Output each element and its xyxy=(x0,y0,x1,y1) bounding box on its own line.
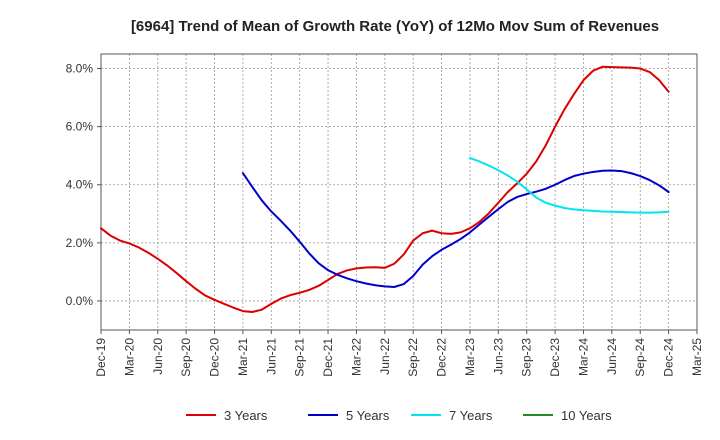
x-tick-label: Sep-24 xyxy=(633,338,647,377)
series-line-5-years xyxy=(241,169,670,288)
series-layer xyxy=(100,65,670,313)
x-tick-label: Mar-20 xyxy=(122,338,136,376)
plot-frame xyxy=(100,53,698,331)
legend-label-3-years: 3 Years xyxy=(224,408,268,423)
y-tick-label: 0.0% xyxy=(66,294,94,308)
x-tick-label: Dec-19 xyxy=(94,338,108,377)
chart-title: [6964] Trend of Mean of Growth Rate (YoY… xyxy=(131,18,659,35)
x-tick-label: Jun-22 xyxy=(378,338,392,375)
x-tick-label: Mar-24 xyxy=(576,338,590,376)
x-tick-label: Mar-22 xyxy=(349,338,363,376)
x-tick-label: Sep-22 xyxy=(406,338,420,377)
grid-layer xyxy=(100,54,698,330)
series-line-3-years xyxy=(100,65,670,313)
x-tick-label: Jun-20 xyxy=(151,338,165,375)
legend-label-7-years: 7 Years xyxy=(449,408,493,423)
series-line-7-years xyxy=(468,157,670,214)
x-tick-label: Sep-23 xyxy=(520,338,534,377)
y-tick-label: 2.0% xyxy=(66,236,94,250)
legend-label-5-years: 5 Years xyxy=(346,408,390,423)
legend: 3 Years 5 Years 7 Years 10 Years xyxy=(186,408,612,423)
x-tick-label: Mar-25 xyxy=(690,338,704,376)
x-tick-label: Jun-24 xyxy=(605,338,619,375)
x-tick-label: Jun-21 xyxy=(264,338,278,375)
y-tick-label: 8.0% xyxy=(66,62,94,76)
axis-layer: Dec-19 Mar-20 Jun-20 Sep-20 Dec-20 Mar-21 Jun-… xyxy=(66,62,704,377)
x-tick-label: Dec-23 xyxy=(548,338,562,377)
x-tick-label: Sep-20 xyxy=(179,338,193,377)
y-tick-label: 6.0% xyxy=(66,120,94,134)
x-tick-label: Dec-22 xyxy=(435,338,449,377)
x-tick-label: Sep-21 xyxy=(293,338,307,377)
x-tick-label: Mar-23 xyxy=(463,338,477,376)
x-tick-label: Mar-21 xyxy=(236,338,250,376)
y-tick-label: 4.0% xyxy=(66,178,94,192)
x-tick-label: Dec-21 xyxy=(321,338,335,377)
x-tick-label: Jun-23 xyxy=(491,338,505,375)
x-tick-label: Dec-24 xyxy=(662,338,676,377)
x-tick-label: Dec-20 xyxy=(208,338,222,377)
legend-label-10-years: 10 Years xyxy=(561,408,612,423)
